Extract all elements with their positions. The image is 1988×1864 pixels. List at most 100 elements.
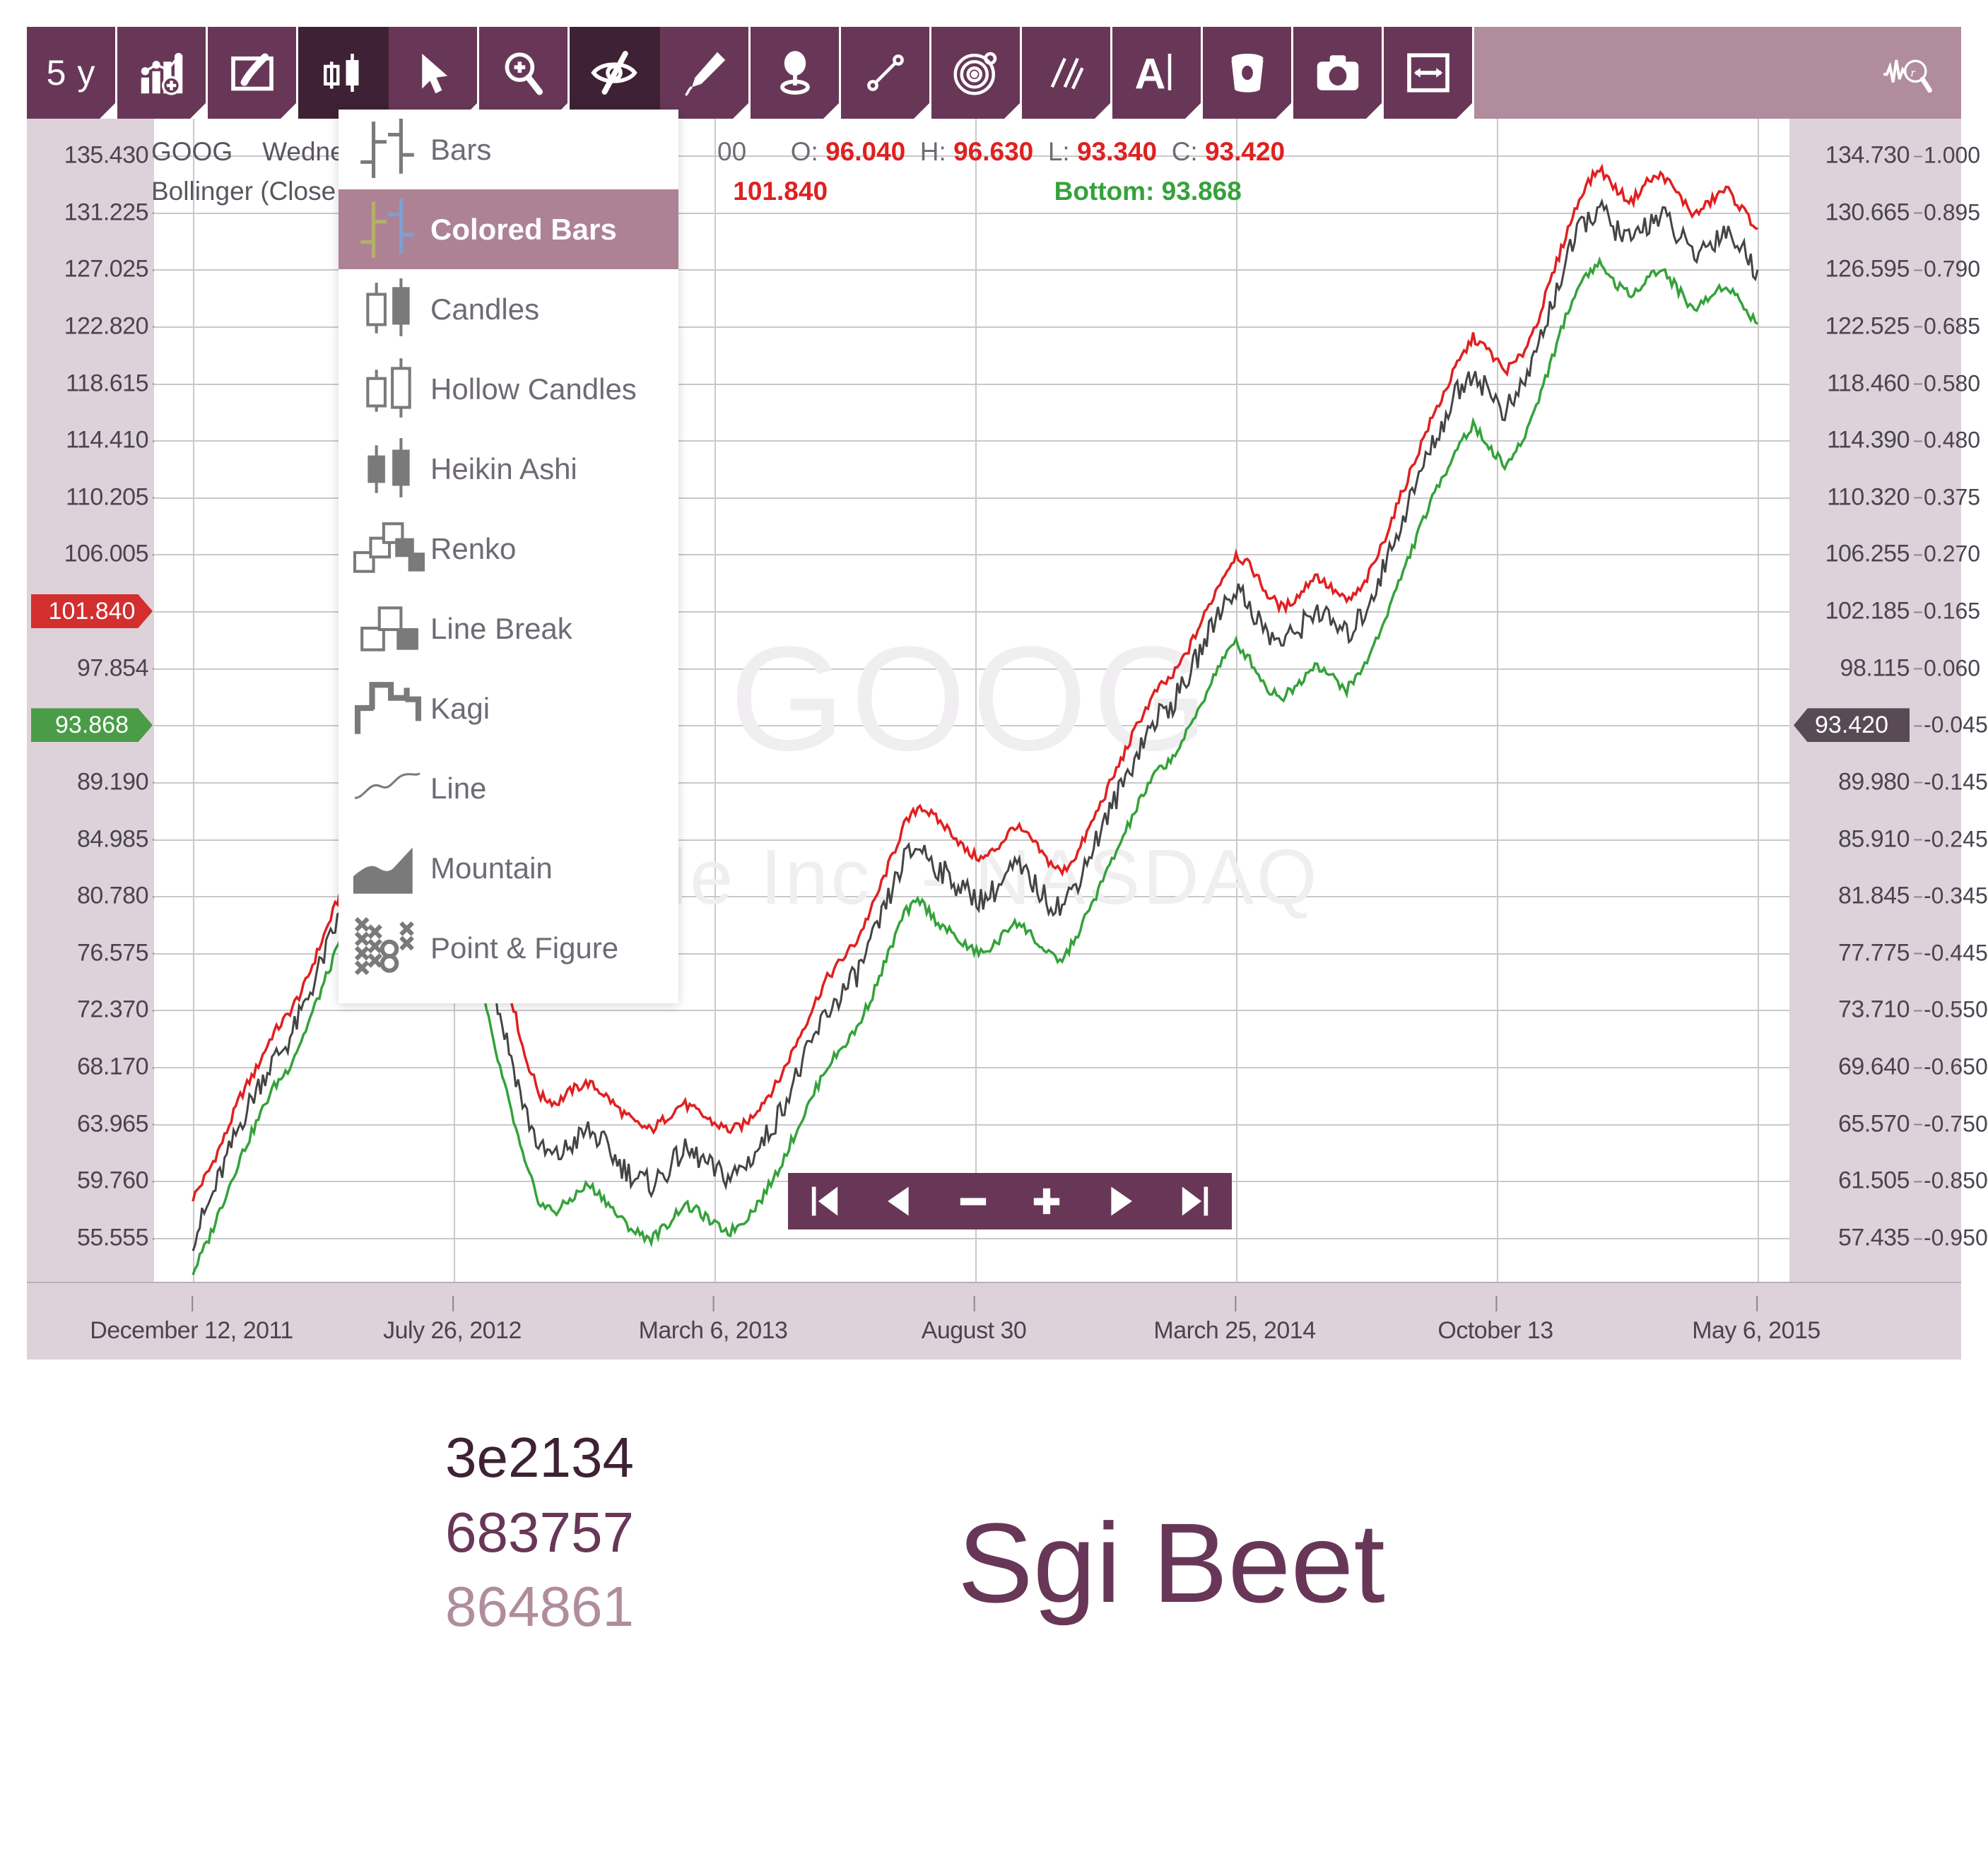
dropdown-item-line-break[interactable]: Line Break [339,589,678,668]
jump-end-button[interactable] [1161,1173,1229,1229]
dropdown-item-candles[interactable]: Candles [339,269,678,349]
menu-corner-indicator [823,103,839,119]
axis-tick-mark [1914,155,1922,157]
axis-tick-label: 61.505 [1838,1167,1924,1195]
axis-tick-label: 122.525 [1825,312,1924,340]
dropdown-item-mountain[interactable]: Mountain [339,828,678,908]
snapshot-button[interactable] [1293,27,1384,119]
magnifier-plus-icon [498,47,549,98]
axis-tick-label: 0.685 [1914,313,1980,339]
axis-tick-label: 65.570 [1838,1110,1924,1138]
parallel-lines-tool-button[interactable] [1022,27,1112,119]
pencil-tool-button[interactable] [660,27,751,119]
dropdown-item-hollow-candles[interactable]: Hollow Candles [339,349,678,429]
chart-header-ohlc: 00 O: 96.040 H: 96.630 L: 93.340 C: 93.4… [717,137,1285,206]
delete-tool-button[interactable] [1203,27,1293,119]
step-forward-button[interactable] [1087,1173,1155,1229]
trash-icon [1222,47,1273,98]
axis-tick-mark [1914,497,1922,499]
mountain-icon [351,836,425,901]
axis-tick-label: -0.045 [1914,712,1988,738]
axis-tick-label: 122.820 [64,312,163,340]
waveform-magnifier-icon[interactable]: r [1882,47,1933,98]
zoom-out-button[interactable] [939,1173,1007,1229]
gridline-horizontal [154,440,1789,442]
marker-tool-button[interactable] [751,27,841,119]
dropdown-item-label: Kagi [430,691,490,725]
axis-tick-mark [1914,781,1922,784]
range-5y-button[interactable]: 5 y [27,27,117,119]
add-comparison-button[interactable] [117,27,208,119]
axis-tick-label: 135.430 [64,142,163,170]
chart-type-dropdown[interactable]: Bars Colored Bars Candles Hollow Candles Hei… [339,110,678,1003]
date-tick-mark [1234,1296,1236,1311]
axis-tick-mark [1914,269,1922,271]
fit-width-button[interactable] [1384,27,1474,119]
bollinger-top-value: 101.840 [733,177,828,206]
target-tool-button[interactable] [931,27,1022,119]
dropdown-item-colored-bars[interactable]: Colored Bars [339,189,678,269]
zoom-in-button[interactable] [1013,1173,1081,1229]
price-axis-right[interactable]: 134.730 130.665 126.595 122.525 118.460 114.3… [1789,119,1924,1313]
axis-tick-mark [1914,1238,1922,1239]
gridline-horizontal [154,1123,1789,1126]
hide-drawings-button[interactable] [570,27,660,119]
theme-name-label: Sgi Beet [958,1499,1385,1626]
ohlc-high-value: 96.630 [953,137,1034,166]
gridline-horizontal [154,497,1789,499]
axis-tick-mark [1914,1067,1922,1069]
menu-corner-indicator [733,103,748,119]
palette-swatch-light: 864861 [445,1575,634,1639]
axis-tick-label: 63.965 [77,1110,163,1138]
ohlc-close-label: C: [1171,137,1198,166]
zoom-tool-button[interactable] [479,27,570,119]
axis-tick-label: -0.445 [1914,940,1988,966]
chart-type-button[interactable] [298,27,389,119]
axis-tick-label: 0.790 [1914,256,1980,283]
chart-panel: 135.430 131.225 127.025 122.820 118.615 114.4… [27,119,1988,1359]
candlestick-icon [317,47,368,98]
axis-tick-label: 114.390 [1827,427,1924,454]
step-back-button[interactable] [865,1173,933,1229]
dropdown-item-label: Point & Figure [430,931,619,965]
pointer-tool-button[interactable] [389,27,479,119]
axis-tick-label: -0.650 [1914,1054,1988,1080]
map-pin-icon [770,47,821,98]
bollinger-bottom-label: Bottom: [1054,177,1155,206]
axis-tick-mark [1914,611,1922,613]
dropdown-item-point-figure[interactable]: Point & Figure [339,908,678,988]
dropdown-item-bars[interactable]: Bars [339,110,678,189]
dropdown-item-renko[interactable]: Renko [339,509,678,589]
scale-axis-far-right[interactable]: 1.000 0.895 0.790 0.685 0.580 0.480 0.375 0.270… [1914,119,1988,1313]
header-symbol: GOOG [151,137,233,166]
dropdown-item-line[interactable]: Line [339,748,678,828]
axis-tick-mark [1914,1123,1922,1126]
date-axis[interactable]: December 12, 2011 July 26, 2012 March 6, 2… [27,1282,1961,1359]
heikin-ashi-icon [351,437,425,502]
draw-mode-button[interactable] [208,27,298,119]
dropdown-item-kagi[interactable]: Kagi [339,668,678,748]
bullseye-icon [951,47,1001,98]
axis-tick-label: -0.850 [1914,1168,1988,1194]
renko-icon [351,517,425,582]
line-icon [351,756,425,821]
line-tool-button[interactable] [841,27,931,119]
axis-tick-label: -0.145 [1914,769,1988,795]
dropdown-item-label: Line Break [430,611,572,645]
dropdown-item-heikin-ashi[interactable]: Heikin Ashi [339,429,678,509]
axis-tick-label: 84.985 [77,825,163,853]
gridline-horizontal [154,1238,1789,1239]
dropdown-item-label: Line [430,771,487,805]
text-tool-button[interactable]: A [1112,27,1203,119]
axis-tick-label: 0.480 [1914,427,1980,454]
gridline-horizontal [154,212,1789,214]
jump-start-button[interactable] [791,1173,859,1229]
date-axis-label: May 6, 2015 [1692,1296,1821,1345]
palette-swatch-list: 3e2134 683757 864861 [445,1420,634,1644]
axis-tick-label: 102.185 [1825,598,1924,625]
axis-tick-label: 110.205 [66,483,163,511]
gridline-vertical [975,119,977,1282]
price-axis-left[interactable]: 135.430 131.225 127.025 122.820 118.615 114.4… [27,119,163,1313]
menu-corner-indicator [1095,103,1110,119]
dropdown-item-label: Colored Bars [430,212,617,246]
